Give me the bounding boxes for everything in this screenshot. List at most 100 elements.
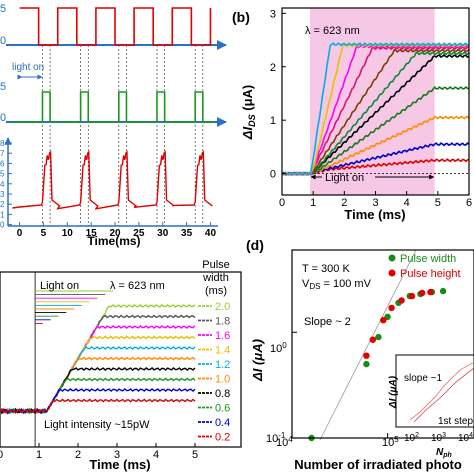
panel-c-xtick: 4 (153, 449, 159, 461)
inset-tick-10-3: 103 (431, 432, 446, 444)
panel-c-plot-frame (0, 271, 242, 448)
panel-a-xtick: 35 (181, 228, 193, 239)
panel-c-x-label: Time (ms) (89, 457, 150, 472)
panel-d-point (380, 317, 387, 324)
panel-d-point (408, 292, 416, 300)
panel-a-x-ticks: 0 5 10 15 20 25 30 35 40 (17, 222, 216, 239)
panel-a-bottom-ytick: 8 (0, 139, 5, 148)
inset-tick-10-4: 104 (458, 432, 473, 444)
panel-b-xtick: 0 (279, 197, 285, 209)
panel-b-x-label: Time (ms) (344, 207, 405, 222)
panel-c-series-line (0, 377, 196, 415)
panel-b-xtick: 4 (404, 197, 410, 209)
panel-a-top-tick-5: 5 (0, 3, 6, 15)
panel-b-label: (b) (232, 9, 250, 25)
panel-d-point (419, 289, 426, 297)
panel-a-middle-tick-5: 5 (0, 81, 6, 93)
panel-b-series (281, 42, 470, 177)
panel-c-legend-entry: 0.8 (215, 388, 230, 400)
panel-a-top-trace (19, 7, 212, 46)
panel-d-legend-entry: Pulse width (400, 253, 456, 265)
panel-d-point (363, 360, 370, 368)
panel-d-xtick-10-5: 105 (382, 435, 399, 449)
inset-y-label: ΔI (μA) (388, 375, 399, 409)
panel-a-top-tick-0: 0 (0, 35, 6, 47)
panel-a-xtick: 5 (41, 228, 47, 239)
inset-frame (395, 354, 474, 428)
panel-c-series-line (0, 314, 196, 415)
panel-c-xtick: 2 (75, 449, 81, 461)
panel-c-xtick: 0 (0, 449, 3, 461)
panel-b-xtick: 6 (466, 197, 472, 209)
panel-c-legend-entry: 0.2 (215, 432, 230, 444)
panel-d-point (369, 336, 376, 343)
panel-b-series-line (281, 43, 470, 177)
panel-d-points (308, 287, 447, 442)
panel-c-wavelength: λ = 623 nm (110, 280, 165, 292)
panel-c: Light on λ = 623 nm Light intensity ~15p… (0, 259, 242, 472)
panel-b-ytick: 0 (270, 169, 276, 181)
panel-a-bottom-ytick: 3 (0, 190, 5, 199)
panel-a-bottom-ytick: 6 (0, 159, 5, 168)
panel-c-legend-entry: 1.6 (215, 330, 230, 342)
panel-b-light-on-region (310, 8, 435, 195)
panel-d-y-label: ΔI (μA) (250, 339, 265, 382)
panel-b-xtick: 2 (341, 197, 347, 209)
panel-c-legend-entry: 1.0 (215, 374, 230, 386)
panel-b-ytick: 3 (270, 8, 276, 20)
panel-d-ticks (291, 331, 389, 439)
panel-d-temperature: T = 300 K (302, 263, 350, 275)
panel-c-legend-entry: 0.6 (215, 403, 230, 415)
panel-c-series-line (0, 356, 196, 415)
panel-d-inset: slope ~1 1st step ΔI (μA) 102 103 104 Np… (388, 354, 474, 459)
panel-b-xtick: 5 (435, 197, 441, 209)
panel-a-bottom-trace (12, 150, 213, 210)
panel-d-point (384, 313, 391, 320)
panel-a-middle-tick-0: 0 (0, 112, 6, 124)
panel-b-series-line (281, 42, 470, 176)
panel-d-ytick-10-0: 100 (270, 341, 287, 355)
panel-a-xtick: 0 (17, 228, 23, 239)
panel-c-legend-entry: 2.0 (215, 301, 230, 313)
panel-a-middle-trace (12, 91, 216, 123)
panel-b-light-on-label: Light on (325, 172, 364, 184)
panel-c-xtick: 3 (114, 449, 120, 461)
panel-b-series-line (281, 48, 470, 176)
panel-d-label: (d) (246, 237, 264, 253)
inset-trace (409, 361, 474, 421)
inset-tick-10-2: 102 (404, 432, 419, 444)
panel-c-legend-title: Pulse (202, 259, 230, 271)
panel-a-xtick: 15 (86, 228, 98, 239)
panel-c-xtick: 5 (192, 449, 198, 461)
panel-a-x-label: Time(ms) (87, 234, 140, 248)
panel-d: (d) T = 300 K VDS = 100 mV Slope ~ 2 Pul… (246, 237, 474, 472)
panel-c-legend-entry: 1.4 (215, 345, 230, 357)
panel-a-xtick: 10 (62, 228, 74, 239)
panel-d-point (427, 288, 434, 296)
panel-c-legend-entry: 0.4 (215, 417, 230, 429)
panel-b: (b) 0 1 2 3 4 5 6 0 1 2 3 λ = 623 nm Light on Time… (232, 7, 472, 222)
panel-d-x-label: Number of irradiated photo (294, 457, 462, 472)
panel-a-light-on-label: light on (12, 62, 44, 73)
inset-step-label: 1st step (438, 416, 473, 427)
panel-c-series-line (0, 398, 196, 414)
panel-a-xtick: 30 (157, 228, 169, 239)
panel-b-ticks: 0 1 2 3 4 5 6 0 1 2 3 (270, 8, 472, 209)
panel-a-bottom-ytick: 5 (0, 170, 5, 179)
panel-b-ytick: 1 (270, 115, 276, 127)
panel-a-bottom-ytick: 1 (0, 210, 5, 219)
inset-slope-label: slope ~1 (404, 373, 443, 384)
panel-b-xtick: 1 (310, 197, 316, 209)
panel-a-guide-lines (42, 45, 204, 226)
panel-b-xtick: 3 (372, 197, 378, 209)
panel-d-point (439, 287, 447, 295)
panel-d-slope-guide (319, 249, 417, 441)
panel-a-xtick: 25 (133, 228, 145, 239)
panel-c-pulse-arrows (35, 290, 114, 324)
panel-a-bottom-ytick: 7 (0, 149, 5, 158)
panel-c-legend-entry: 1.8 (215, 316, 230, 328)
